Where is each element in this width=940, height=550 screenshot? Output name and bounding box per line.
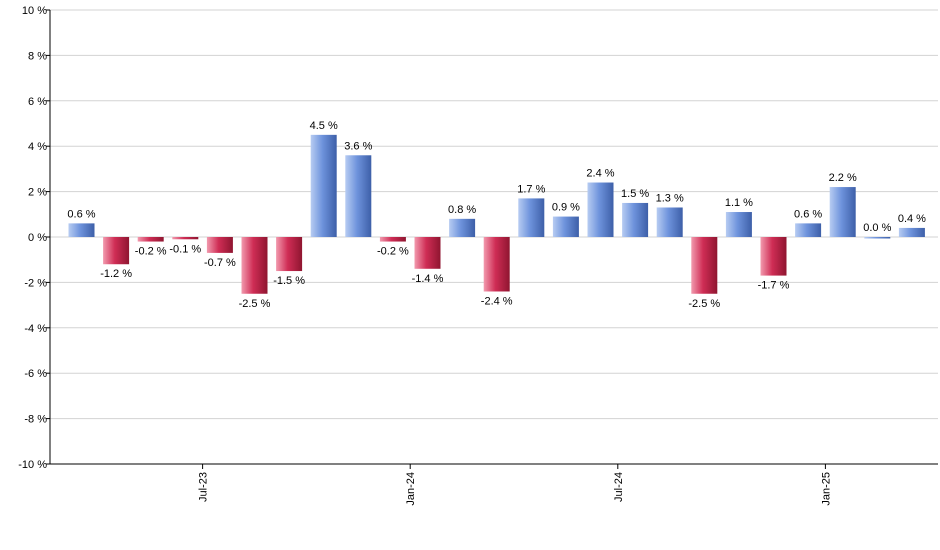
bar bbox=[587, 182, 614, 237]
bar bbox=[656, 207, 683, 237]
axes bbox=[46, 9, 938, 469]
bar bbox=[760, 237, 787, 276]
data-label: -0.1 % bbox=[169, 243, 201, 255]
bar bbox=[137, 237, 164, 242]
data-label: 1.1 % bbox=[725, 197, 753, 209]
bar bbox=[622, 202, 649, 237]
data-label: 1.7 % bbox=[517, 183, 545, 195]
x-tick-label: Jan-25 bbox=[820, 472, 832, 506]
bars bbox=[68, 134, 925, 294]
data-label: 1.5 % bbox=[621, 188, 649, 200]
data-label: -1.5 % bbox=[273, 275, 305, 287]
bar bbox=[241, 237, 268, 294]
data-label: 4.5 % bbox=[310, 120, 338, 132]
data-label: 0.0 % bbox=[863, 222, 891, 234]
data-label: 0.9 % bbox=[552, 202, 580, 214]
data-label: 0.6 % bbox=[67, 208, 95, 220]
data-label: 0.6 % bbox=[794, 208, 822, 220]
data-label: 0.4 % bbox=[898, 213, 926, 225]
x-tick-label: Jul-23 bbox=[198, 472, 210, 502]
bar bbox=[449, 218, 476, 237]
bar bbox=[172, 237, 199, 240]
bar bbox=[725, 212, 752, 237]
bar bbox=[345, 155, 372, 237]
data-label: 1.3 % bbox=[656, 192, 684, 204]
y-tick-label: -8 % bbox=[24, 414, 47, 426]
data-label: 0.8 % bbox=[448, 204, 476, 216]
bar bbox=[552, 216, 579, 237]
y-tick-label: -10 % bbox=[18, 459, 47, 471]
y-tick-label: -2 % bbox=[24, 277, 47, 289]
y-tick-label: 6 % bbox=[28, 96, 47, 108]
y-tick-label: 4 % bbox=[28, 141, 47, 153]
data-label: -1.2 % bbox=[100, 268, 132, 280]
bar bbox=[206, 237, 233, 253]
y-tick-label: -6 % bbox=[24, 368, 47, 380]
data-label: 3.6 % bbox=[344, 140, 372, 152]
bar bbox=[379, 237, 406, 242]
bar bbox=[103, 237, 130, 265]
bar bbox=[68, 223, 95, 237]
data-label: -2.5 % bbox=[239, 298, 271, 310]
y-tick-label: 8 % bbox=[28, 50, 47, 62]
bar bbox=[829, 187, 856, 237]
bar bbox=[898, 227, 925, 237]
x-tick-label: Jan-24 bbox=[405, 472, 417, 506]
data-label: -1.4 % bbox=[412, 273, 444, 285]
y-tick-label: 2 % bbox=[28, 187, 47, 199]
data-label: -2.4 % bbox=[481, 295, 513, 307]
data-label: -0.2 % bbox=[135, 246, 167, 258]
bar bbox=[518, 198, 545, 237]
bar bbox=[276, 237, 303, 272]
data-label: -1.7 % bbox=[758, 280, 790, 292]
y-tick-label: 0 % bbox=[28, 232, 47, 244]
data-label: 2.4 % bbox=[586, 168, 614, 180]
bar bbox=[310, 134, 337, 237]
bar bbox=[795, 223, 822, 237]
x-tick-label: Jul-24 bbox=[613, 472, 625, 502]
bar bbox=[691, 237, 718, 294]
bar bbox=[864, 237, 891, 239]
y-tick-label: -4 % bbox=[24, 323, 47, 335]
data-label: -0.2 % bbox=[377, 246, 409, 258]
data-label: -0.7 % bbox=[204, 257, 236, 269]
y-tick-label: 10 % bbox=[22, 5, 47, 17]
data-label: 2.2 % bbox=[829, 172, 857, 184]
bar bbox=[414, 237, 441, 269]
bar bbox=[483, 237, 510, 292]
labels: 10 % 8 % 6 % 4 % 2 % 0 % -2 % -4 % -6 % -8 % -10 %… bbox=[18, 5, 926, 506]
data-label: -2.5 % bbox=[688, 298, 720, 310]
